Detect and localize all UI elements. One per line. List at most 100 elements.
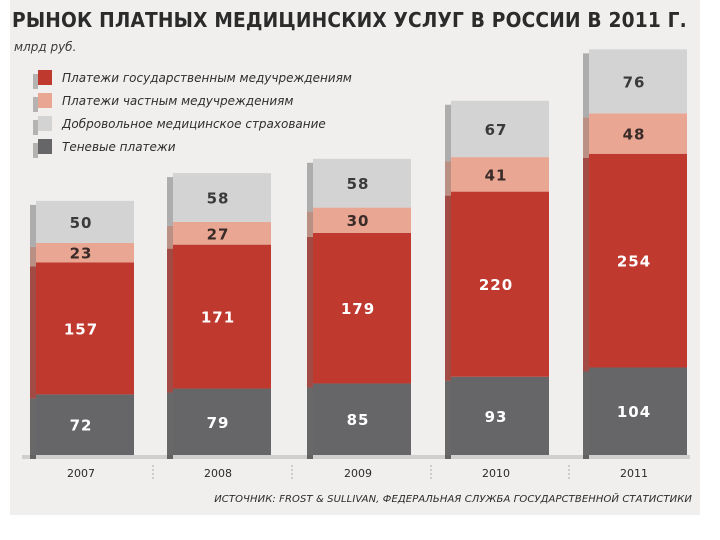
value-label-2010-3: 67	[485, 121, 508, 139]
bar-side-shade-2010-1	[445, 195, 451, 381]
bar-side-2007-0	[30, 398, 36, 459]
bar-side-2008-0	[167, 392, 173, 459]
x-tick-label-2008: 2008	[204, 467, 232, 480]
bar-side-shade-2011-3	[583, 53, 589, 118]
x-tick-label-2011: 2011	[620, 467, 648, 480]
bar-side-2010-0	[445, 380, 451, 459]
bar-side-2009-1	[307, 236, 313, 388]
bar-segment-2011-1	[589, 153, 687, 368]
bar-side-2008-1	[167, 248, 173, 393]
bar-side-shade-2009-1	[307, 236, 313, 388]
value-label-2009-3: 58	[347, 175, 370, 193]
bar-segment-2008-0	[173, 388, 271, 455]
bar-side-2009-2	[307, 211, 313, 237]
legend-item-insurance: Добровольное медицинское страхование	[33, 112, 352, 135]
bar-side-2009-3	[307, 162, 313, 212]
bar-segment-2009-0	[313, 383, 411, 455]
source-note: ИСТОЧНИК: FROST & SULLIVAN, ФЕДЕРАЛЬНАЯ …	[214, 494, 692, 505]
value-label-2011-3: 76	[623, 73, 646, 91]
legend-label-insurance: Добровольное медицинское страхование	[62, 116, 326, 131]
bar-segment-2010-3	[451, 100, 549, 158]
legend-item-private: Платежи частным медучреждениям	[33, 89, 352, 112]
bar-segment-2009-2	[313, 207, 411, 233]
value-label-2009-0: 85	[347, 411, 370, 429]
legend-swatch-shadow	[33, 139, 52, 158]
bar-side-shade-2009-2	[307, 211, 313, 237]
bar-side-2011-1	[583, 157, 589, 372]
x-axis-line	[22, 455, 690, 459]
bar-side-2008-2	[167, 225, 173, 249]
value-label-2008-3: 58	[207, 190, 230, 208]
value-label-2010-1: 220	[479, 276, 513, 294]
bar-side-2011-3	[583, 53, 589, 118]
bar-segment-2009-1	[313, 232, 411, 384]
bar-side-2007-2	[30, 246, 36, 267]
bar-segment-2007-3	[36, 200, 134, 243]
value-label-2007-1: 157	[64, 320, 98, 338]
bar-segment-2010-1	[451, 191, 549, 377]
bar-side-shade-2011-2	[583, 117, 589, 158]
bar-side-2010-1	[445, 195, 451, 381]
bar-side-shade-2008-1	[167, 248, 173, 393]
bar-side-shade-2010-2	[445, 161, 451, 196]
legend-label-shadow: Теневые платежи	[62, 139, 176, 154]
bar-segment-2011-2	[589, 113, 687, 154]
bar-side-shade-2007-1	[30, 266, 36, 399]
bar-segment-2007-1	[36, 262, 134, 395]
value-label-2007-2: 23	[70, 245, 93, 263]
value-label-2007-0: 72	[70, 417, 93, 435]
bar-side-shade-2008-3	[167, 177, 173, 226]
bar-side-shade-2010-3	[445, 104, 451, 162]
bar-side-shade-2008-2	[167, 225, 173, 249]
bar-side-shade-2010-0	[445, 380, 451, 459]
bar-side-shade-2011-1	[583, 157, 589, 372]
value-label-2011-1: 254	[617, 253, 651, 271]
bar-side-shade-2009-3	[307, 162, 313, 212]
x-tick-label-2007: 2007	[67, 467, 95, 480]
bar-segment-2008-3	[173, 173, 271, 222]
bar-side-2009-0	[307, 387, 313, 459]
bar-segment-2010-2	[451, 157, 549, 192]
bar-side-shade-2008-0	[167, 392, 173, 459]
bar-segment-2011-0	[589, 367, 687, 455]
bar-side-2010-3	[445, 104, 451, 162]
legend-item-shadow: Теневые платежи	[33, 135, 352, 158]
bar-side-2010-2	[445, 161, 451, 196]
chart-title: РЫНОК ПЛАТНЫХ МЕДИЦИНСКИХ УСЛУГ В РОССИИ…	[12, 8, 687, 32]
bar-side-2011-2	[583, 117, 589, 158]
bar-segment-2008-2	[173, 221, 271, 245]
bar-segment-2007-0	[36, 394, 134, 455]
bar-side-2008-3	[167, 177, 173, 226]
unit-label: млрд руб.	[14, 40, 77, 54]
value-label-2008-0: 79	[207, 414, 230, 432]
value-label-2007-3: 50	[70, 214, 93, 232]
bar-segment-2008-1	[173, 244, 271, 389]
value-label-2008-2: 27	[207, 225, 230, 243]
bar-segment-2007-2	[36, 242, 134, 263]
legend-swatch-insurance	[33, 116, 52, 135]
legend: Платежи государственным медучреждениям П…	[33, 66, 352, 158]
value-label-2011-2: 48	[623, 126, 646, 144]
legend-label-private: Платежи частным медучреждениям	[62, 93, 294, 108]
bar-side-shade-2009-0	[307, 387, 313, 459]
bar-side-2011-0	[583, 371, 589, 459]
x-tick-label-2009: 2009	[344, 467, 372, 480]
legend-item-state: Платежи государственным медучреждениям	[33, 66, 352, 89]
value-label-2010-0: 93	[485, 408, 508, 426]
bar-side-shade-2007-2	[30, 246, 36, 267]
bar-side-shade-2011-0	[583, 371, 589, 459]
value-label-2008-1: 171	[201, 309, 235, 327]
bar-segment-2011-3	[589, 49, 687, 114]
bar-side-2007-1	[30, 266, 36, 399]
legend-swatch-private	[33, 93, 52, 112]
value-label-2009-1: 179	[341, 300, 375, 318]
bar-side-shade-2007-0	[30, 398, 36, 459]
value-label-2011-0: 104	[617, 403, 651, 421]
bar-side-2007-3	[30, 204, 36, 247]
bar-segment-2009-3	[313, 158, 411, 208]
bar-side-shade-2007-3	[30, 204, 36, 247]
bar-segment-2010-0	[451, 376, 549, 455]
x-tick-label-2010: 2010	[482, 467, 510, 480]
value-label-2010-2: 41	[485, 166, 508, 184]
